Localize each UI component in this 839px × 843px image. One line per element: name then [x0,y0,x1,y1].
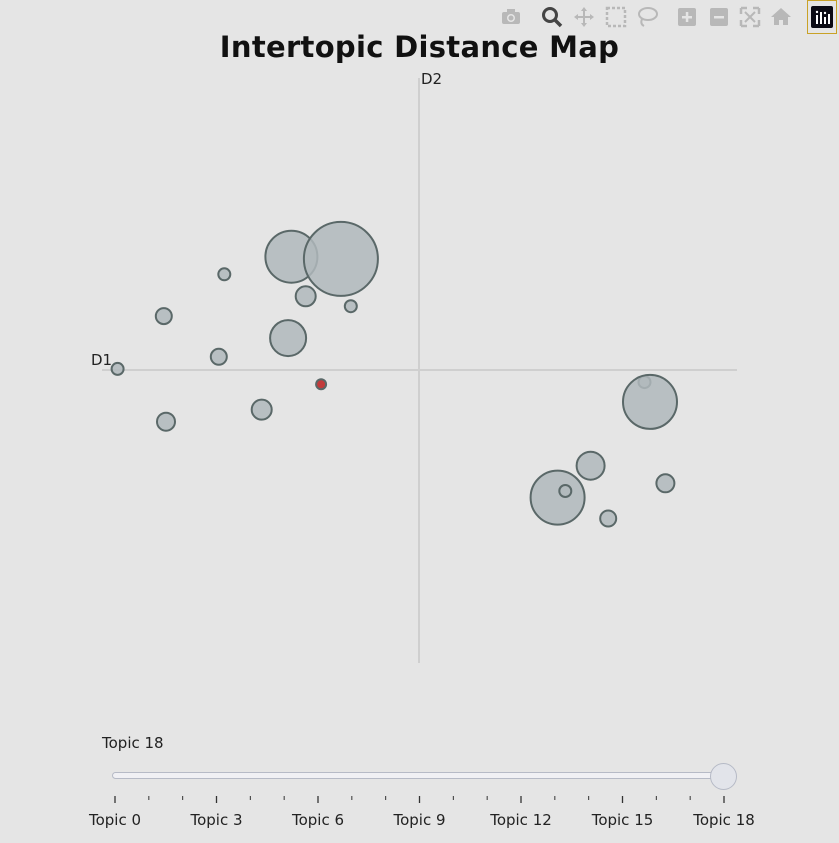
topic-bubble[interactable] [343,299,358,314]
slider-tick-label: Topic 9 [393,811,446,829]
slider-tick-label: Topic 3 [190,811,243,829]
topic-bubble[interactable] [209,347,228,366]
topic-bubble[interactable] [269,319,308,358]
topic-bubble[interactable] [302,220,379,297]
topic-bubble[interactable] [529,469,586,526]
plotly-logo-icon[interactable] [807,0,837,34]
topic-bubble[interactable] [154,307,173,326]
topic-bubble[interactable] [217,267,232,282]
slider-current-value: Topic 18 [102,734,164,752]
zoom-out-icon[interactable] [706,4,732,30]
topic-bubble[interactable] [655,473,676,494]
bubble-layer [110,220,678,528]
topic-bubble[interactable] [294,285,317,308]
slider-tick-label: Topic 12 [490,811,552,829]
topic-bubble[interactable] [110,361,125,376]
slider-tick-label: Topic 6 [291,811,345,829]
slider-tick-label: Topic 18 [693,811,755,829]
topic-bubble[interactable] [575,450,606,481]
y-axis-label: D2 [421,70,442,88]
topic-bubble-selected[interactable] [315,378,328,391]
slider-tick-label: Topic 15 [591,811,654,829]
slider-rail[interactable] [112,772,724,779]
slider-tick-label: Topic 0 [88,811,142,829]
zoom-in-icon[interactable] [674,4,700,30]
slider-handle[interactable] [710,763,737,790]
topic-bubble[interactable] [156,411,176,432]
lasso-icon[interactable] [634,4,660,30]
topic-bubble[interactable] [622,373,678,430]
autoscale-icon[interactable] [737,4,763,30]
camera-icon[interactable] [498,4,524,30]
topic-bubble[interactable] [599,509,618,528]
zoom-icon[interactable] [539,4,565,30]
reset-axes-icon[interactable] [768,4,794,30]
topic-bubble[interactable] [250,398,273,421]
box-select-icon[interactable] [603,4,629,30]
x-axis-label: D1 [91,351,112,369]
chart-title: Intertopic Distance Map [219,30,620,64]
pan-icon[interactable] [571,4,597,30]
topic-bubble[interactable] [558,484,573,498]
